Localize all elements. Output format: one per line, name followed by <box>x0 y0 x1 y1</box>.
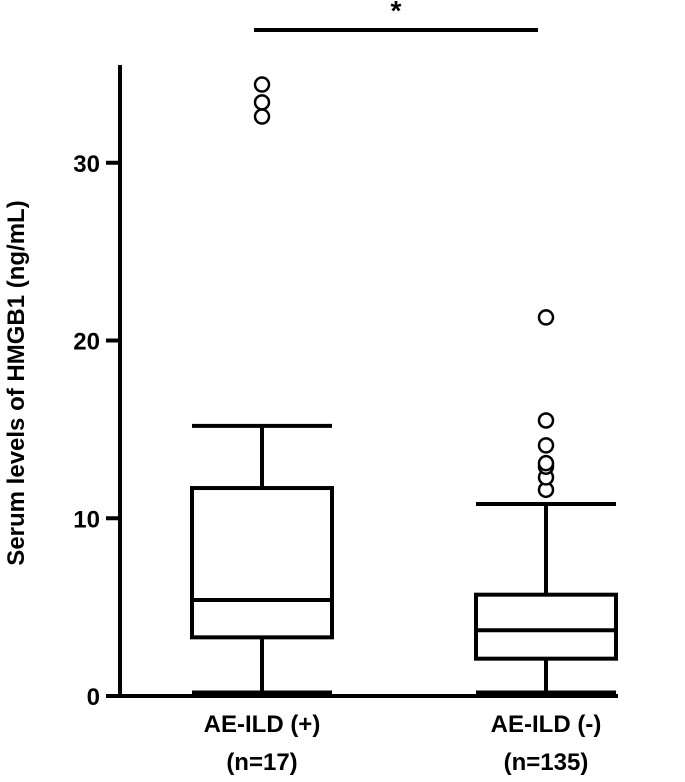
outlier-point <box>253 94 271 111</box>
category-label: AE-ILD (-) <box>491 711 602 738</box>
y-tick-label: 10 <box>73 506 100 533</box>
iqr-box <box>190 486 334 640</box>
category-n-label: (n=135) <box>504 749 589 776</box>
category-labels: AE-ILD (+) (n=17) AE-ILD (-) (n=135) <box>204 711 602 776</box>
significance-bracket: * <box>254 0 538 32</box>
outlier-point <box>537 437 555 454</box>
boxes <box>190 423 618 695</box>
outlier-point <box>537 412 555 429</box>
y-tick-label: 30 <box>73 151 100 178</box>
y-tick-label: 20 <box>73 329 100 356</box>
outlier-point <box>537 454 555 472</box>
outliers <box>253 76 555 499</box>
category-n-label: (n=17) <box>226 749 297 776</box>
outlier-point <box>253 76 271 93</box>
axes <box>118 65 618 698</box>
outlier-point <box>253 108 271 125</box>
y-ticks: 0 10 20 30 <box>73 151 120 711</box>
outlier-point <box>537 309 555 326</box>
y-tick-label: 0 <box>87 684 100 711</box>
iqr-box <box>474 592 618 661</box>
y-axis-label: Serum levels of HMGB1 (ng/mL) <box>3 200 30 565</box>
significance-label: * <box>391 0 402 26</box>
category-label: AE-ILD (+) <box>204 711 321 738</box>
